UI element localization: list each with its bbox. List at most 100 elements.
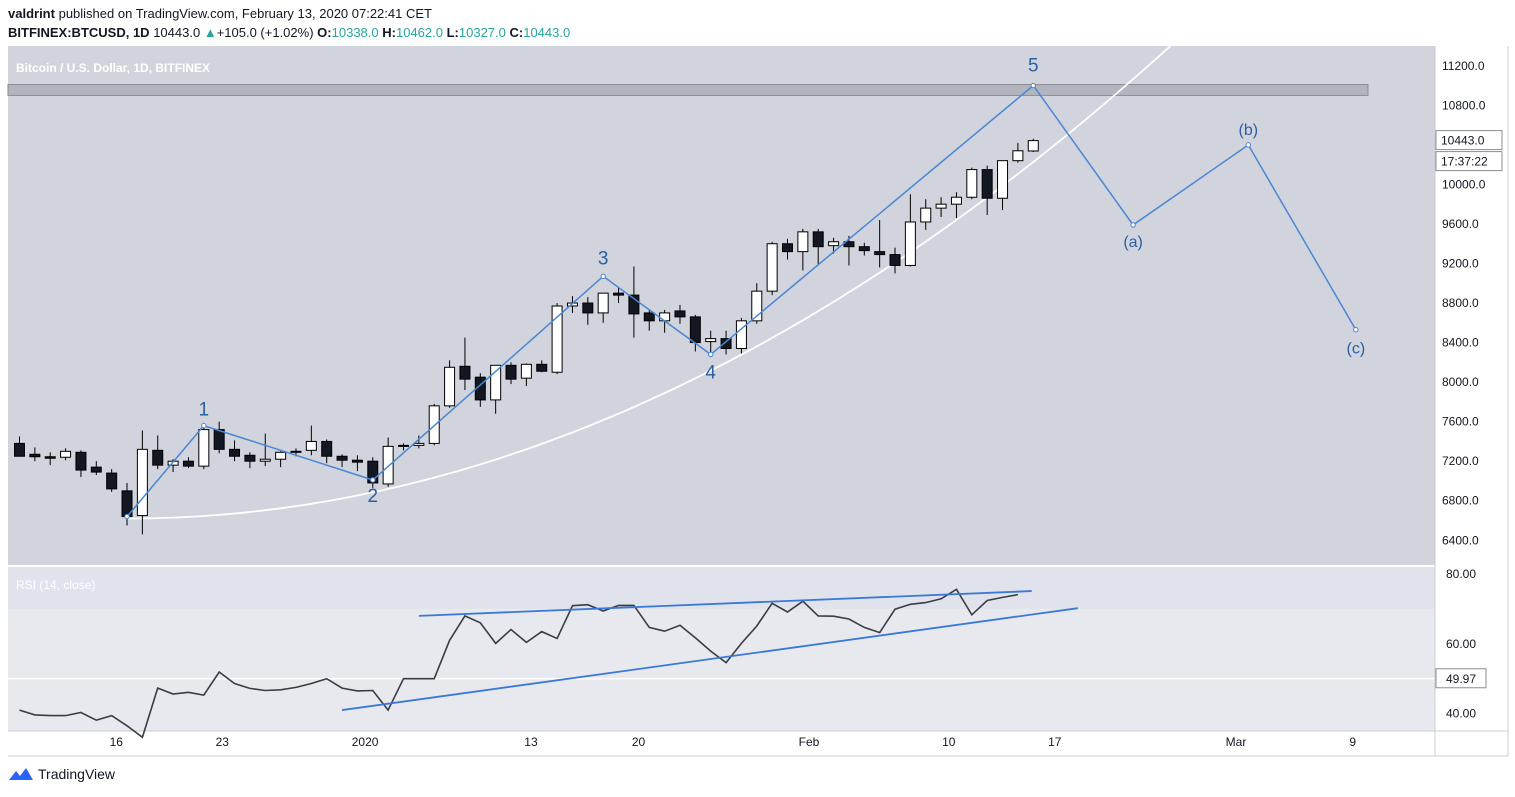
candle[interactable] <box>889 254 901 266</box>
candle[interactable] <box>305 440 317 451</box>
candle[interactable] <box>382 445 394 485</box>
rsi-upper-trendline[interactable] <box>418 590 1032 617</box>
candle[interactable] <box>44 456 56 459</box>
candle[interactable] <box>1027 140 1039 152</box>
publish-info: valdrint published on TradingView.com, F… <box>8 6 432 21</box>
candle[interactable] <box>766 243 778 292</box>
candle[interactable] <box>904 221 916 266</box>
candle[interactable] <box>597 292 609 314</box>
price-tick-label: 8400.0 <box>1442 336 1479 350</box>
wave-point[interactable] <box>1130 222 1136 228</box>
wave-point[interactable] <box>124 513 130 520</box>
candle[interactable] <box>152 449 164 466</box>
candle[interactable] <box>106 472 118 490</box>
candle[interactable] <box>735 320 747 350</box>
candle[interactable] <box>198 429 210 467</box>
time-tick-label: 9 <box>1349 735 1356 749</box>
candle[interactable] <box>536 363 548 372</box>
candle[interactable] <box>659 312 671 322</box>
candle[interactable] <box>551 305 563 373</box>
brand-footer[interactable]: TradingView <box>8 766 115 782</box>
open-value: 10338.0 <box>331 25 379 40</box>
candle[interactable] <box>90 466 102 473</box>
price-pane[interactable] <box>8 46 1435 565</box>
rsi-pane-title: RSI (14, close) <box>16 578 95 592</box>
candle[interactable] <box>29 453 41 458</box>
candle[interactable] <box>182 460 194 467</box>
countdown-box <box>1435 151 1503 172</box>
candle[interactable] <box>582 302 594 314</box>
wave-label: 2 <box>367 486 378 507</box>
candle[interactable] <box>459 365 471 380</box>
candle[interactable] <box>935 203 947 209</box>
candle[interactable] <box>398 444 409 447</box>
candle[interactable] <box>213 429 225 450</box>
rsi-lower-trendline[interactable] <box>341 607 1078 711</box>
candle[interactable] <box>797 231 809 253</box>
candle[interactable] <box>321 440 333 457</box>
wave-label: (a) <box>1123 234 1143 251</box>
price-tick-label: 8800.0 <box>1442 296 1479 310</box>
candle[interactable] <box>367 460 379 484</box>
low-value: 10327.0 <box>458 25 506 40</box>
wave-point[interactable] <box>370 477 376 483</box>
price-tick-label: 11200.0 <box>1442 59 1485 73</box>
candle[interactable] <box>75 451 87 471</box>
candle[interactable] <box>336 455 348 461</box>
price-tick-label: 6800.0 <box>1442 494 1479 508</box>
candle[interactable] <box>275 451 287 460</box>
candle[interactable] <box>643 312 655 322</box>
candle[interactable] <box>628 294 640 315</box>
resistance-zone[interactable] <box>7 84 1369 96</box>
rsi-line[interactable] <box>19 588 1019 739</box>
candle[interactable] <box>950 196 962 205</box>
candle[interactable] <box>705 338 717 343</box>
candle[interactable] <box>520 363 532 379</box>
wave-label: 5 <box>1028 56 1039 77</box>
wave-point[interactable] <box>708 351 714 358</box>
candle[interactable] <box>920 207 932 223</box>
candle[interactable] <box>244 454 256 462</box>
candle[interactable] <box>966 169 978 198</box>
wave-point[interactable] <box>1030 82 1036 89</box>
symbol-label: BITFINEX:BTCUSD, 1D <box>8 25 150 40</box>
candle[interactable] <box>444 366 456 407</box>
candle[interactable] <box>259 458 271 462</box>
candle[interactable] <box>828 241 840 247</box>
wave-point[interactable] <box>201 422 207 429</box>
candle[interactable] <box>812 231 824 248</box>
wave-point[interactable] <box>1245 142 1252 148</box>
candle[interactable] <box>136 448 148 517</box>
candle[interactable] <box>351 459 363 463</box>
candle[interactable] <box>613 292 625 296</box>
candle[interactable] <box>290 450 302 453</box>
wave-label: 4 <box>705 362 716 383</box>
candle[interactable] <box>674 310 686 318</box>
candle[interactable] <box>428 405 440 444</box>
countdown-label: 17:37:22 <box>1441 155 1488 169</box>
wave-point[interactable] <box>600 273 606 280</box>
candle[interactable] <box>60 450 72 458</box>
candle[interactable] <box>505 364 517 380</box>
candle[interactable] <box>858 246 870 252</box>
candle[interactable] <box>229 448 241 457</box>
price-tick-label: 7200.0 <box>1442 454 1479 468</box>
candle[interactable] <box>490 364 502 401</box>
parabolic-support-curve[interactable] <box>127 0 1248 520</box>
wave-point[interactable] <box>1353 327 1359 333</box>
candle[interactable] <box>751 290 763 322</box>
candle[interactable] <box>782 243 793 253</box>
candle[interactable] <box>1012 150 1024 162</box>
high-label: H: <box>382 25 396 40</box>
author-name[interactable]: valdrint <box>8 6 55 21</box>
candle[interactable] <box>720 338 732 350</box>
candle[interactable] <box>14 442 25 457</box>
price-tick-label: 10800.0 <box>1442 98 1486 112</box>
candle[interactable] <box>413 442 425 446</box>
time-tick-label: 13 <box>524 735 538 749</box>
candle[interactable] <box>874 251 886 256</box>
candle[interactable] <box>689 316 701 344</box>
candle[interactable] <box>981 169 993 199</box>
candle[interactable] <box>997 160 1009 199</box>
